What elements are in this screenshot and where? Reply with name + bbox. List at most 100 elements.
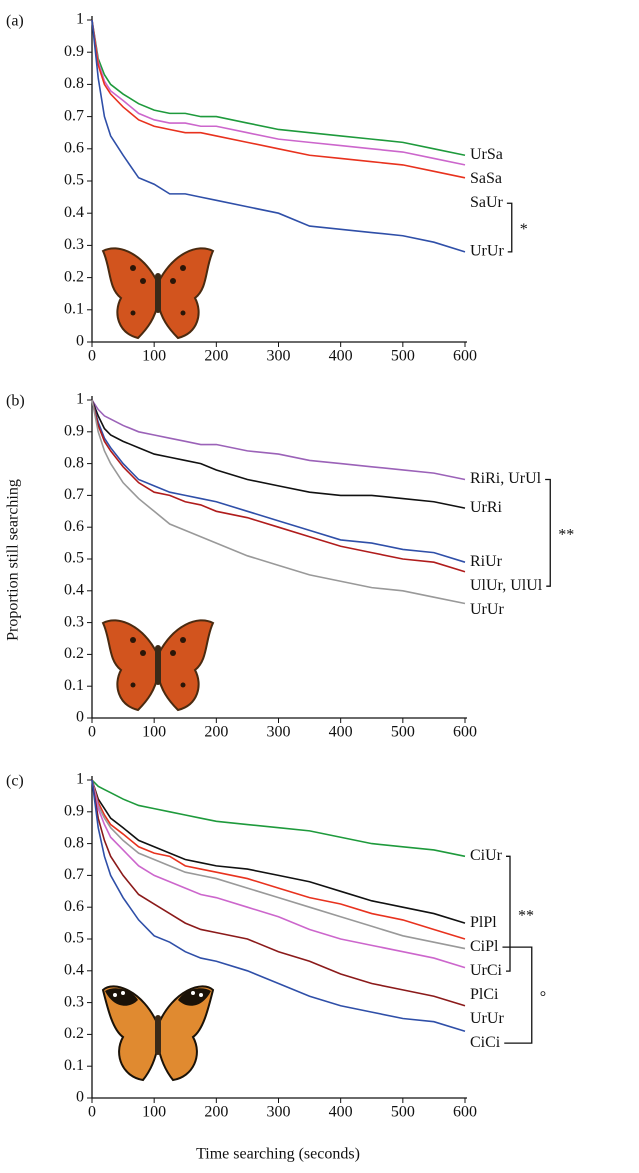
survival-line	[91, 779, 466, 1007]
series-label: SaSa	[470, 170, 502, 187]
x-tick-label: 0	[88, 1104, 96, 1121]
significance-label: *	[520, 221, 528, 238]
y-tick-label: 0.8	[64, 75, 84, 92]
y-tick-label: 0.3	[64, 613, 84, 630]
butterfly-image	[102, 247, 214, 339]
series-label: UrCi	[470, 962, 503, 979]
survival-line	[91, 19, 466, 253]
series-label: CiCi	[470, 1034, 501, 1051]
x-tick-label: 500	[391, 724, 415, 741]
y-tick-label: 0.4	[64, 961, 84, 978]
survival-line	[91, 399, 466, 573]
y-tick-label: 0.6	[64, 139, 84, 156]
significance-bracket	[506, 202, 513, 253]
y-tick-label: 0.7	[64, 107, 84, 124]
y-tick-label: 0.7	[64, 486, 84, 503]
series-label: PlPl	[470, 914, 497, 931]
series-label: RiUr	[470, 553, 503, 570]
series-label: PlCi	[470, 986, 499, 1003]
y-tick-label: 0.9	[64, 422, 84, 439]
significance-label: °	[540, 989, 546, 1006]
y-tick-label: 0.2	[64, 268, 84, 285]
x-tick-label: 300	[267, 1104, 291, 1121]
significance-label: **	[558, 527, 574, 544]
survival-line	[91, 399, 466, 605]
y-tick-label: 0.7	[64, 866, 84, 883]
y-tick-label: 0.2	[64, 1025, 84, 1042]
x-tick-label: 100	[142, 724, 166, 741]
y-tick-label: 0.4	[64, 581, 84, 598]
x-tick-label: 0	[88, 724, 96, 741]
x-tick-label: 600	[453, 348, 477, 365]
butterfly-image	[102, 619, 214, 711]
series-label: UrUr	[470, 1010, 504, 1027]
x-tick-label: 200	[204, 724, 228, 741]
x-tick-label: 100	[142, 1104, 166, 1121]
survival-line	[91, 399, 466, 481]
x-tick-label: 200	[204, 348, 228, 365]
y-tick-label: 0.2	[64, 645, 84, 662]
y-tick-label: 0.1	[64, 1057, 84, 1074]
survival-line	[91, 779, 466, 969]
y-tick-label: 0.6	[64, 898, 84, 915]
y-tick-label: 1	[76, 391, 84, 408]
survival-line	[91, 399, 466, 509]
series-label: SaUr	[470, 194, 504, 211]
significance-label: **	[518, 907, 534, 924]
series-label: UrUr	[470, 243, 504, 260]
x-tick-label: 500	[391, 1104, 415, 1121]
x-tick-label: 400	[329, 348, 353, 365]
survival-line	[91, 779, 466, 940]
panel-label: (b)	[6, 393, 25, 410]
x-tick-label: 100	[142, 348, 166, 365]
series-label: RiRi, UrUl	[470, 470, 542, 487]
significance-bracket	[506, 855, 511, 972]
y-tick-label: 0.1	[64, 300, 84, 317]
survival-line	[91, 19, 466, 179]
y-tick-label: 0	[76, 333, 84, 350]
survival-line	[91, 399, 466, 563]
x-tick-label: 300	[267, 724, 291, 741]
series-label: UrRi	[470, 499, 503, 516]
y-tick-label: 1	[76, 771, 84, 788]
panel-label: (a)	[6, 13, 24, 30]
x-axis-label: Time searching (seconds)	[196, 1146, 360, 1163]
y-tick-label: 0.5	[64, 550, 84, 567]
significance-bracket	[545, 478, 551, 587]
series-label: CiPl	[470, 938, 499, 955]
x-tick-label: 0	[88, 348, 96, 365]
y-tick-label: 0.8	[64, 454, 84, 471]
series-label: UrSa	[470, 146, 503, 163]
series-label: UrUr	[470, 601, 504, 618]
y-tick-label: 0.6	[64, 518, 84, 535]
y-tick-label: 0	[76, 1089, 84, 1106]
y-tick-label: 0.5	[64, 930, 84, 947]
x-tick-label: 600	[453, 1104, 477, 1121]
y-tick-label: 0.3	[64, 993, 84, 1010]
survival-line	[91, 779, 466, 950]
y-tick-label: 0.9	[64, 43, 84, 60]
significance-bracket	[502, 946, 533, 1044]
y-tick-label: 0.5	[64, 172, 84, 189]
x-tick-label: 600	[453, 724, 477, 741]
y-tick-label: 0	[76, 709, 84, 726]
series-label: CiUr	[470, 847, 503, 864]
x-tick-label: 400	[329, 724, 353, 741]
y-tick-label: 0.1	[64, 677, 84, 694]
survival-line	[91, 779, 466, 924]
butterfly-image	[102, 985, 214, 1081]
y-tick-label: 0.4	[64, 204, 84, 221]
y-tick-label: 0.8	[64, 834, 84, 851]
y-axis-label: Proportion still searching	[5, 479, 22, 641]
y-tick-label: 0.3	[64, 236, 84, 253]
x-tick-label: 500	[391, 348, 415, 365]
survival-line	[91, 779, 466, 858]
survival-line	[91, 19, 466, 157]
y-tick-label: 1	[76, 11, 84, 28]
survival-line	[91, 19, 466, 166]
x-tick-label: 300	[267, 348, 291, 365]
panel-label: (c)	[6, 773, 24, 790]
survival-line	[91, 779, 466, 1032]
x-tick-label: 200	[204, 1104, 228, 1121]
